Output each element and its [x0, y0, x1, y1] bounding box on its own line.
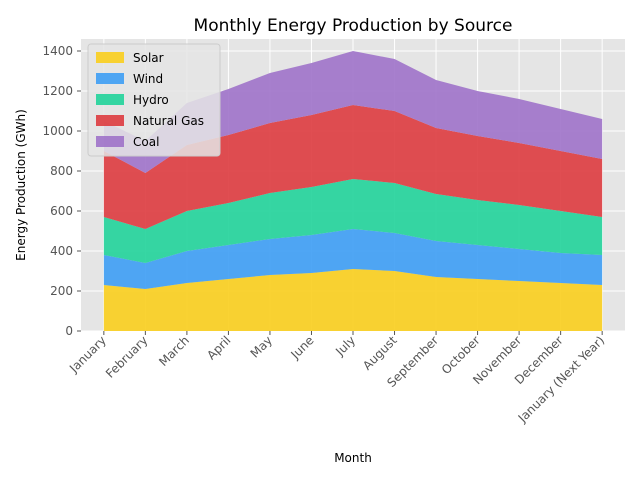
- legend-label: Natural Gas: [133, 114, 204, 128]
- legend-swatch: [96, 136, 124, 147]
- y-tick-label: 0: [65, 324, 73, 338]
- legend-label: Solar: [133, 51, 164, 65]
- legend-swatch: [96, 115, 124, 126]
- y-tick-label: 1200: [42, 84, 73, 98]
- legend-swatch: [96, 52, 124, 63]
- legend-label: Wind: [133, 72, 163, 86]
- stacked-areas: [103, 51, 603, 331]
- y-tick-label: 1000: [42, 124, 73, 138]
- y-tick-label: 1400: [42, 44, 73, 58]
- y-axis-label: Energy Production (GWh): [14, 109, 28, 261]
- legend-swatch: [96, 94, 124, 105]
- x-axis-label: Month: [334, 451, 372, 465]
- legend-label: Coal: [133, 135, 159, 149]
- legend-label: Hydro: [133, 93, 169, 107]
- y-tick-label: 200: [50, 284, 73, 298]
- legend-swatch: [96, 73, 124, 84]
- legend-box: [87, 43, 221, 157]
- y-tick-label: 800: [50, 164, 73, 178]
- chart-title: Monthly Energy Production by Source: [194, 16, 513, 36]
- legend: Solar Wind Hydro Natural Gas Coal: [87, 43, 221, 157]
- area-solar: [103, 269, 603, 331]
- y-axis-ticks: 0 200 400 600 800 1000 1200 1400: [42, 44, 81, 338]
- area-wind: [103, 229, 603, 289]
- y-tick-label: 600: [50, 204, 73, 218]
- y-tick-label: 400: [50, 244, 73, 258]
